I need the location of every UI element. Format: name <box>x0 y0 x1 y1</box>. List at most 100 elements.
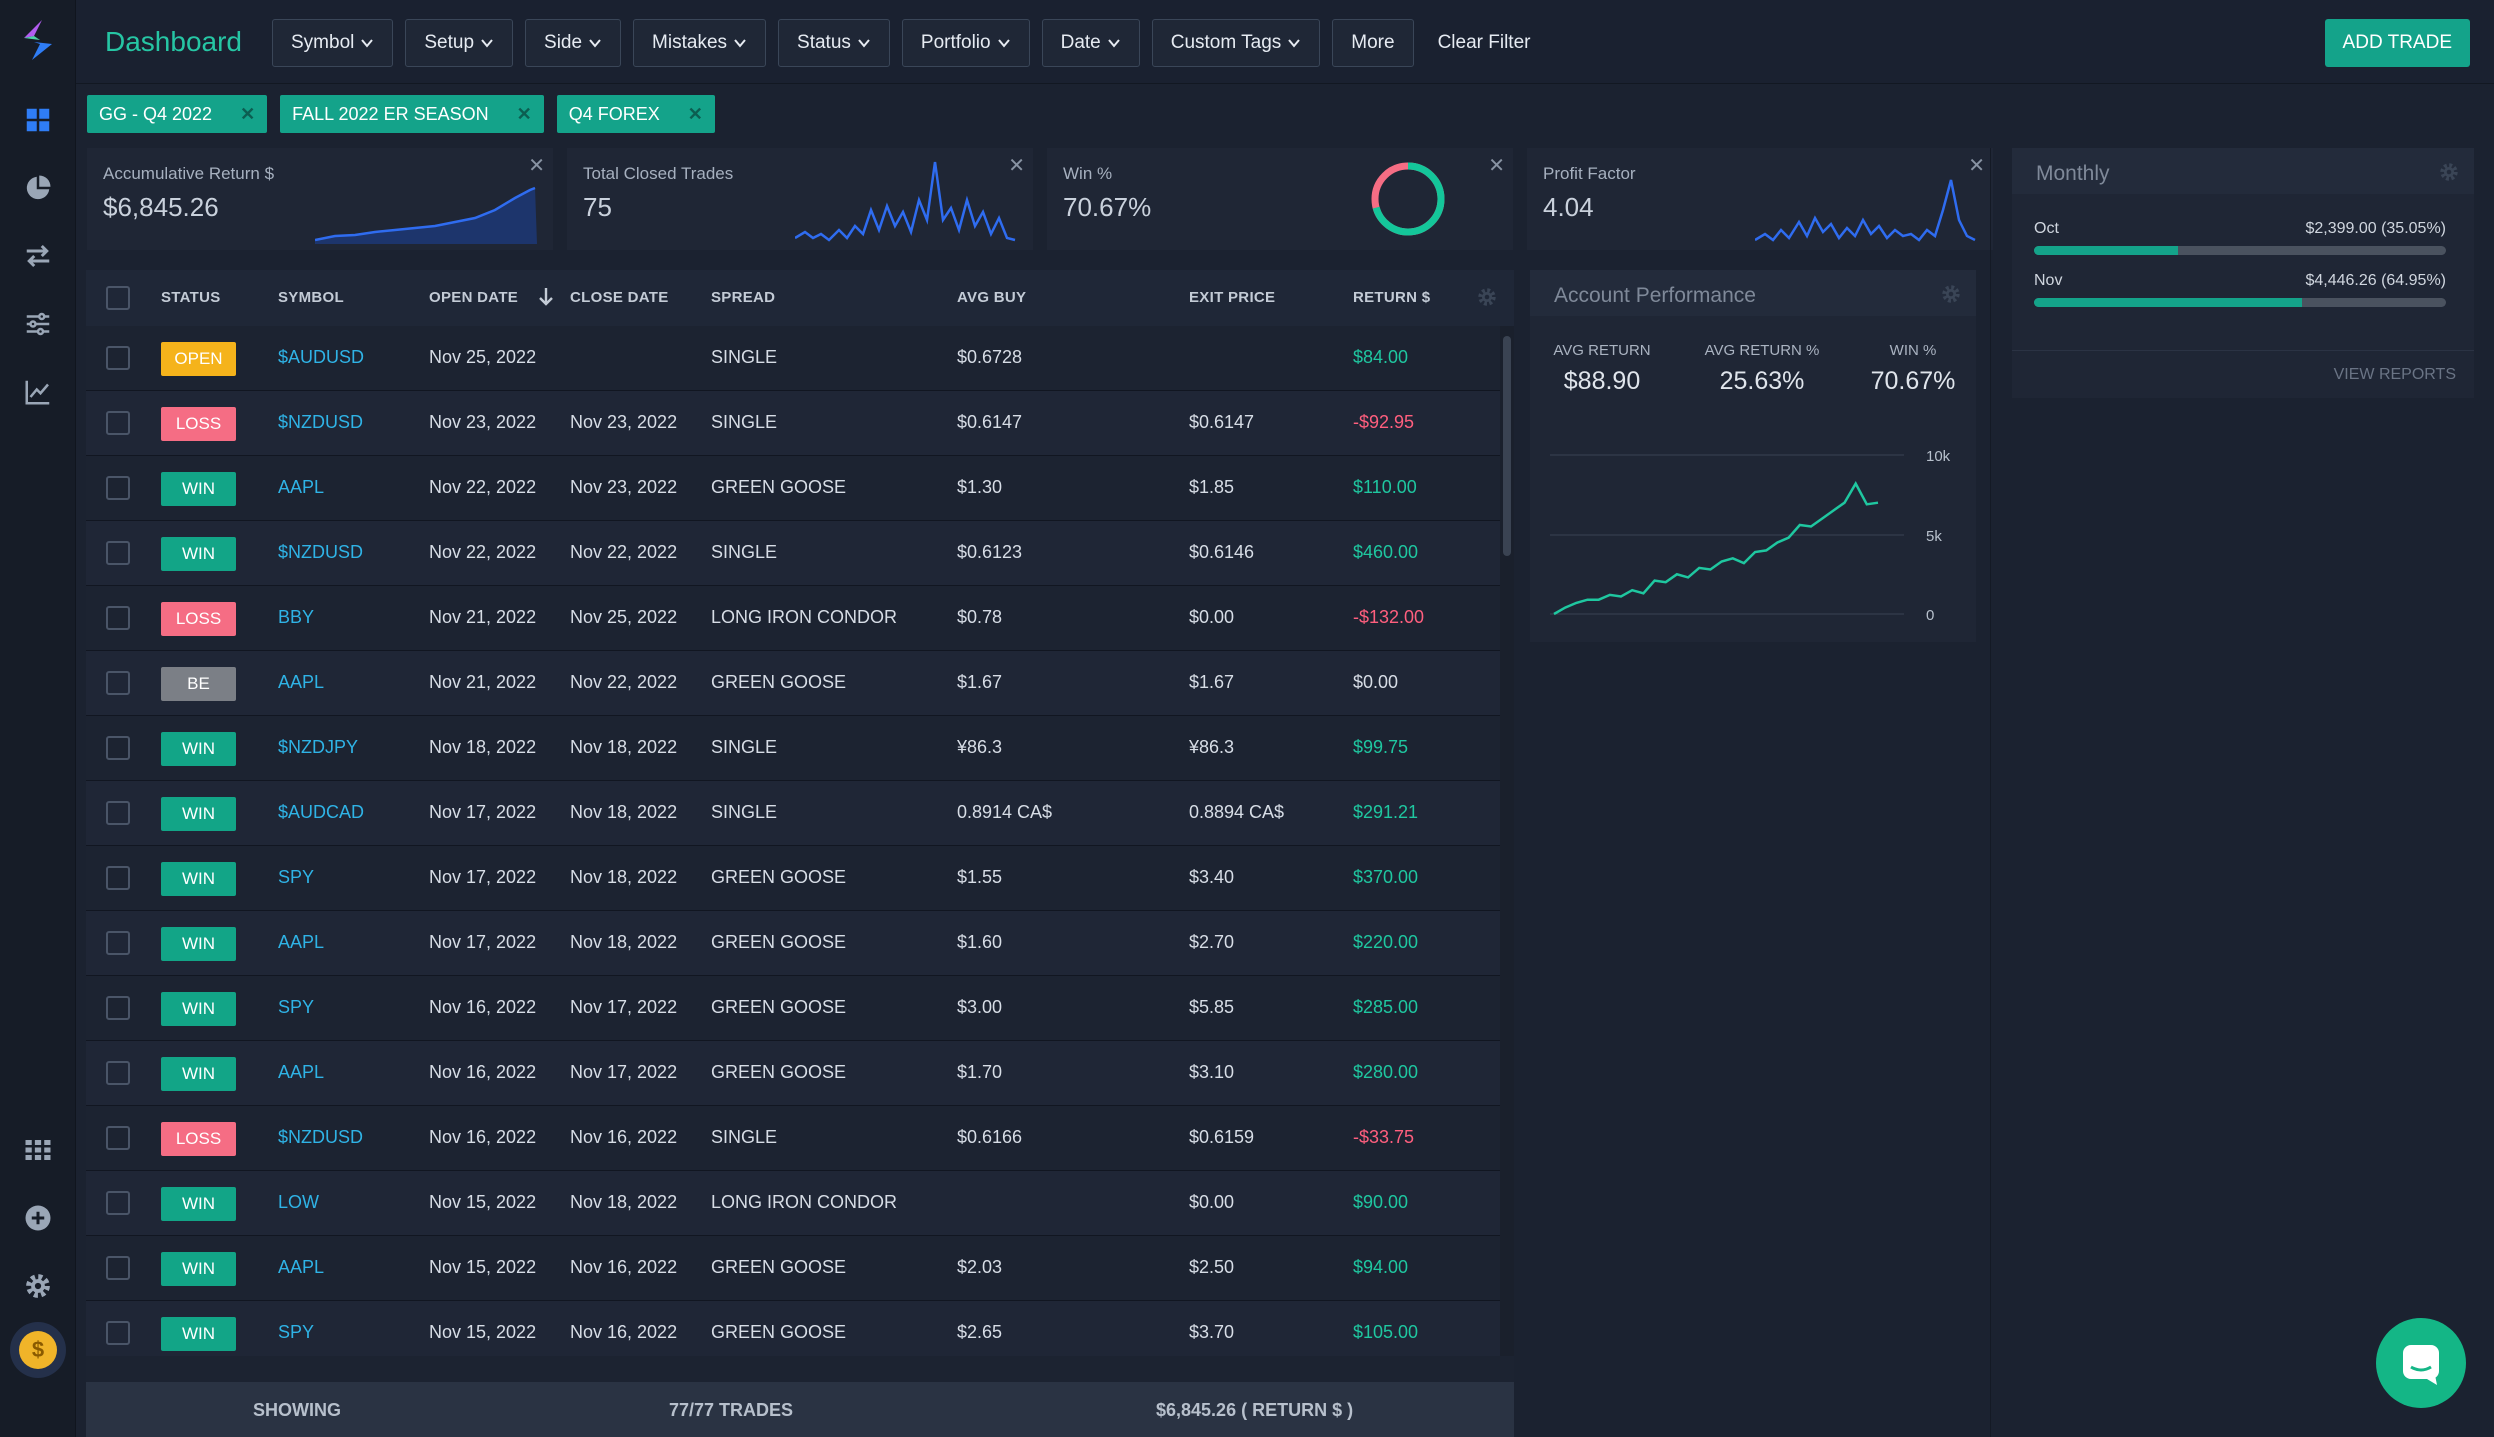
reports-line-chart-icon[interactable] <box>18 372 58 412</box>
table-row[interactable]: WIN AAPL Nov 22, 2022 Nov 23, 2022 GREEN GOO… <box>86 456 1500 521</box>
apps-grid-icon[interactable] <box>18 1130 58 1170</box>
filter-date[interactable]: Date <box>1041 19 1140 67</box>
cell-symbol[interactable]: $NZDUSD <box>278 542 364 562</box>
table-row[interactable]: WIN LOW Nov 15, 2022 Nov 18, 2022 LONG IRON … <box>86 1171 1500 1236</box>
filter-mistakes[interactable]: Mistakes <box>633 19 767 67</box>
filter-custom-tags[interactable]: Custom Tags <box>1151 19 1321 67</box>
close-icon[interactable]: ✕ <box>687 103 703 124</box>
col-open-date[interactable]: OPEN DATE <box>429 289 519 306</box>
col-symbol[interactable]: SYMBOL <box>278 289 344 306</box>
scrollbar-thumb[interactable] <box>1503 336 1511 556</box>
card-accumulative-return[interactable]: Accumulative Return $ $6,845.26 ✕ <box>87 148 553 250</box>
cell-symbol[interactable]: $AUDCAD <box>278 802 365 822</box>
row-checkbox[interactable] <box>106 671 130 695</box>
table-row[interactable]: LOSS $NZDUSD Nov 23, 2022 Nov 23, 2022 SINGL… <box>86 391 1500 456</box>
cell-symbol[interactable]: $NZDJPY <box>278 737 359 757</box>
cell-symbol[interactable]: $NZDUSD <box>278 412 364 432</box>
table-row[interactable]: LOSS $NZDUSD Nov 16, 2022 Nov 16, 2022 SINGL… <box>86 1106 1500 1171</box>
row-checkbox[interactable] <box>106 736 130 760</box>
card-profit-factor[interactable]: Profit Factor 4.04 ✕ <box>1527 148 1993 250</box>
add-trade-button[interactable]: ADD TRADE <box>2324 19 2470 67</box>
table-row[interactable]: OPEN $AUDUSD Nov 25, 2022 SINGLE $0.6728 $84.… <box>86 326 1500 391</box>
close-icon[interactable]: ✕ <box>516 103 532 124</box>
tag-chip[interactable]: FALL 2022 ER SEASON ✕ <box>280 95 544 133</box>
filter-portfolio[interactable]: Portfolio <box>901 19 1030 67</box>
gear-icon[interactable] <box>1476 286 1498 308</box>
row-checkbox[interactable] <box>106 1061 130 1085</box>
table-row[interactable]: LOSS BBY Nov 21, 2022 Nov 25, 2022 LONG IRON… <box>86 586 1500 651</box>
row-checkbox[interactable] <box>106 606 130 630</box>
table-row[interactable]: WIN $NZDJPY Nov 18, 2022 Nov 18, 2022 SINGLE… <box>86 716 1500 781</box>
row-checkbox[interactable] <box>106 931 130 955</box>
cell-symbol[interactable]: SPY <box>278 1322 315 1342</box>
table-row[interactable]: WIN AAPL Nov 15, 2022 Nov 16, 2022 GREEN GOO… <box>86 1236 1500 1301</box>
close-icon[interactable]: ✕ <box>240 103 256 124</box>
app-logo-icon[interactable] <box>20 18 56 62</box>
col-return[interactable]: RETURN $ <box>1353 289 1431 306</box>
close-icon[interactable]: ✕ <box>528 155 545 177</box>
chat-support-button[interactable] <box>2376 1318 2466 1408</box>
row-checkbox[interactable] <box>106 866 130 890</box>
col-exit-price[interactable]: EXIT PRICE <box>1189 289 1276 306</box>
col-status[interactable]: STATUS <box>161 289 221 306</box>
filter-more[interactable]: More <box>1332 19 1414 67</box>
tag-chip[interactable]: Q4 FOREX ✕ <box>556 95 715 133</box>
cell-symbol[interactable]: SPY <box>278 867 315 887</box>
card-win-percent[interactable]: Win % 70.67% ✕ <box>1047 148 1513 250</box>
filter-symbol[interactable]: Symbol <box>272 19 394 67</box>
cell-symbol[interactable]: AAPL <box>278 1257 325 1277</box>
table-scrollbar[interactable] <box>1500 326 1514 1356</box>
sort-arrow-down-icon[interactable] <box>537 286 555 308</box>
settings-sliders-icon[interactable] <box>18 304 58 344</box>
select-all-checkbox[interactable] <box>106 286 130 310</box>
filter-setup[interactable]: Setup <box>405 19 514 67</box>
gear-icon[interactable] <box>1940 283 1962 305</box>
row-checkbox[interactable] <box>106 346 130 370</box>
table-row[interactable]: WIN SPY Nov 15, 2022 Nov 16, 2022 GREEN GOOS… <box>86 1301 1500 1356</box>
cell-symbol[interactable]: SPY <box>278 997 315 1017</box>
dashboard-icon[interactable] <box>18 100 58 140</box>
cell-symbol[interactable]: LOW <box>278 1192 320 1212</box>
col-close-date[interactable]: CLOSE DATE <box>570 289 669 306</box>
clear-filter-button[interactable]: Clear Filter <box>1437 32 1531 53</box>
row-checkbox[interactable] <box>106 476 130 500</box>
row-checkbox[interactable] <box>106 1256 130 1280</box>
row-checkbox[interactable] <box>106 801 130 825</box>
table-row[interactable]: WIN AAPL Nov 16, 2022 Nov 17, 2022 GREEN GOO… <box>86 1041 1500 1106</box>
table-row[interactable]: WIN SPY Nov 17, 2022 Nov 18, 2022 GREEN GOOS… <box>86 846 1500 911</box>
gear-icon[interactable] <box>18 1266 58 1306</box>
table-row[interactable]: WIN $AUDCAD Nov 17, 2022 Nov 18, 2022 SINGLE… <box>86 781 1500 846</box>
coin-avatar[interactable]: $ <box>10 1322 66 1378</box>
close-icon[interactable]: ✕ <box>1968 155 1985 177</box>
tag-chip[interactable]: GG - Q4 2022 ✕ <box>87 95 268 133</box>
add-circle-icon[interactable] <box>18 1198 58 1238</box>
filter-status[interactable]: Status <box>778 19 890 67</box>
trades-exchange-icon[interactable] <box>18 236 58 276</box>
close-icon[interactable]: ✕ <box>1488 155 1505 177</box>
row-checkbox[interactable] <box>106 996 130 1020</box>
card-total-closed-trades[interactable]: Total Closed Trades 75 ✕ <box>567 148 1033 250</box>
cell-symbol[interactable]: BBY <box>278 607 315 627</box>
row-checkbox[interactable] <box>106 541 130 565</box>
cell-symbol[interactable]: $NZDUSD <box>278 1127 364 1147</box>
table-row[interactable]: WIN SPY Nov 16, 2022 Nov 17, 2022 GREEN GOOS… <box>86 976 1500 1041</box>
col-spread[interactable]: SPREAD <box>711 289 776 306</box>
row-checkbox[interactable] <box>106 1321 130 1345</box>
row-checkbox[interactable] <box>106 411 130 435</box>
table-row[interactable]: WIN AAPL Nov 17, 2022 Nov 18, 2022 GREEN GOO… <box>86 911 1500 976</box>
view-reports-link[interactable]: VIEW REPORTS <box>2333 366 2456 383</box>
gear-icon[interactable] <box>2438 161 2460 183</box>
row-checkbox[interactable] <box>106 1191 130 1215</box>
cell-symbol[interactable]: AAPL <box>278 1062 325 1082</box>
cell-symbol[interactable]: AAPL <box>278 932 325 952</box>
close-icon[interactable]: ✕ <box>1008 155 1025 177</box>
filter-side[interactable]: Side <box>525 19 622 67</box>
table-row[interactable]: WIN $NZDUSD Nov 22, 2022 Nov 22, 2022 SINGLE… <box>86 521 1500 586</box>
pie-chart-icon[interactable] <box>18 168 58 208</box>
row-checkbox[interactable] <box>106 1126 130 1150</box>
cell-symbol[interactable]: AAPL <box>278 477 325 497</box>
col-avg-buy[interactable]: AVG BUY <box>957 289 1027 306</box>
cell-symbol[interactable]: AAPL <box>278 672 325 692</box>
cell-symbol[interactable]: $AUDUSD <box>278 347 365 367</box>
table-row[interactable]: BE AAPL Nov 21, 2022 Nov 22, 2022 GREEN GOOS… <box>86 651 1500 716</box>
